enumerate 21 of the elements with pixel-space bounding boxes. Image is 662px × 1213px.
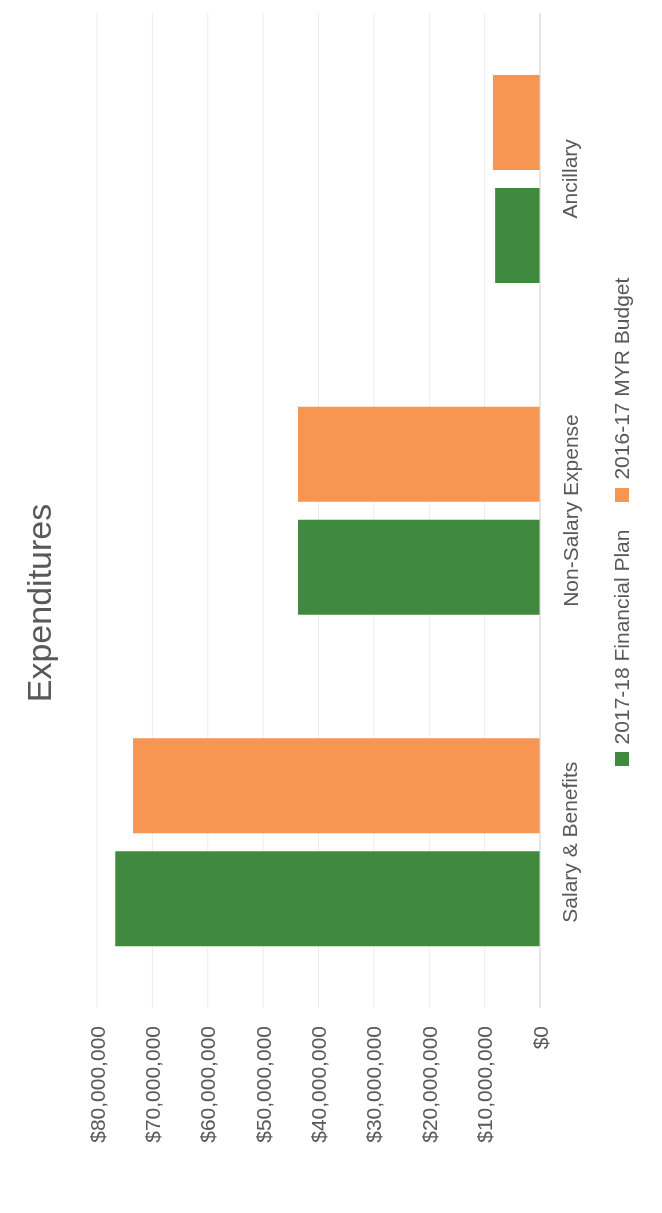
x-tick-label: $30,000,000: [362, 1026, 386, 1143]
y-tick-label: Ancillary: [558, 138, 582, 219]
x-tick-label: $70,000,000: [140, 1026, 164, 1143]
x-tick-label: $40,000,000: [307, 1026, 330, 1143]
y-tick-label: Salary & Benefits: [558, 761, 582, 923]
bar: [132, 738, 540, 834]
x-tick-label: $10,000,000: [473, 1026, 497, 1143]
bar: [492, 75, 540, 170]
bar: [298, 519, 540, 615]
x-tick-label: $60,000,000: [196, 1026, 220, 1143]
text: 2017-18 Financial Plan: [610, 529, 634, 747]
x-tick-label: $50,000,000: [251, 1026, 275, 1143]
x-tick-label: $80,000,000: [85, 1026, 109, 1143]
bar: [115, 851, 540, 947]
text: Expenditures: [19, 503, 59, 703]
x-tick-label: $20,000,000: [417, 1026, 441, 1143]
bar: [495, 188, 540, 283]
bar: [298, 406, 540, 502]
text: 2016-17 MYR Budget: [610, 277, 634, 482]
y-tick-label: Non-Salary Expense: [558, 414, 582, 607]
x-tick-label: $0: [528, 1026, 552, 1050]
